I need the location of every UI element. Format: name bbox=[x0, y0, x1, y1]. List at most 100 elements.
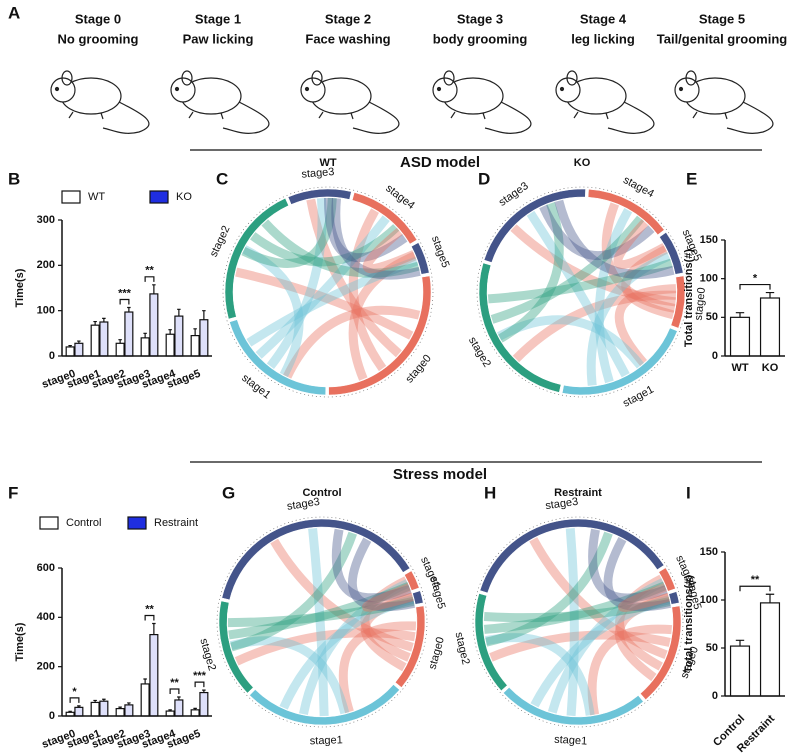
panel-letter: A bbox=[8, 3, 20, 22]
error-bar bbox=[77, 705, 81, 708]
chord-ribbon bbox=[487, 258, 673, 304]
chord-segment-label: stage1 bbox=[621, 384, 656, 410]
chord-segment-label: stage2 bbox=[453, 631, 472, 666]
chord-ribbon bbox=[241, 197, 337, 268]
bar bbox=[165, 333, 175, 357]
chord-segment bbox=[474, 593, 508, 692]
stage-behavior: body grooming bbox=[433, 31, 528, 46]
significance-label: * bbox=[753, 272, 758, 284]
bar bbox=[729, 316, 751, 357]
y-tick-label: 100 bbox=[700, 594, 718, 606]
bar bbox=[65, 346, 75, 357]
chord-segment-label: stage5 bbox=[429, 234, 451, 269]
error-bar bbox=[765, 291, 775, 298]
chord-ribbon bbox=[554, 199, 675, 279]
chord-segment bbox=[411, 242, 430, 275]
bar bbox=[140, 337, 150, 357]
chord-ribbon bbox=[360, 592, 414, 672]
chord-ribbon bbox=[308, 528, 329, 717]
chord-segment-label: stage2 bbox=[197, 637, 218, 672]
significance-label: ** bbox=[751, 574, 760, 586]
chord-ribbon bbox=[255, 215, 390, 359]
chord-ribbon bbox=[360, 576, 411, 662]
error-bar bbox=[735, 639, 745, 647]
stage-behavior: Paw licking bbox=[183, 31, 254, 46]
chord-segment bbox=[218, 600, 254, 694]
chord-ribbon bbox=[230, 531, 358, 652]
mouse-eye bbox=[304, 86, 310, 92]
chord-ribbon bbox=[497, 315, 644, 369]
mouse-eye bbox=[678, 86, 684, 92]
chord-segment bbox=[658, 567, 676, 592]
chord-ribbon bbox=[331, 197, 421, 280]
chord-ribbon bbox=[283, 305, 421, 379]
chord-ring bbox=[222, 186, 434, 398]
mouse-eye bbox=[174, 86, 180, 92]
significance-label: ** bbox=[145, 603, 154, 615]
mouse-ear bbox=[566, 70, 578, 86]
chord-segment-label: stage4 bbox=[621, 174, 656, 200]
legend-label: KO bbox=[176, 191, 192, 203]
error-bar bbox=[143, 678, 147, 684]
chord-ribbon bbox=[299, 579, 410, 716]
panel-letter: I bbox=[686, 483, 691, 502]
chord-title: KO bbox=[574, 157, 591, 169]
y-tick-label: 150 bbox=[700, 546, 718, 558]
mouse-sketch bbox=[50, 70, 150, 134]
chord-segment-label: stage3 bbox=[301, 166, 335, 181]
bar bbox=[124, 704, 134, 717]
bar bbox=[90, 701, 100, 717]
stage-behavior: leg licking bbox=[571, 31, 635, 46]
chord-ribbon bbox=[529, 537, 668, 660]
bar bbox=[199, 319, 209, 357]
bar bbox=[74, 342, 84, 357]
chord-segment-label: stage5 bbox=[428, 575, 448, 610]
error-bar bbox=[202, 310, 206, 320]
chord-segment bbox=[351, 192, 418, 245]
chord-ribbon bbox=[485, 531, 613, 647]
stage-name: Stage 4 bbox=[580, 11, 627, 26]
chord-ribbon bbox=[227, 596, 415, 628]
error-bar bbox=[168, 329, 172, 335]
bar bbox=[124, 311, 134, 357]
y-tick-label: 0 bbox=[49, 710, 55, 722]
bar bbox=[115, 342, 125, 357]
significance-bracket bbox=[194, 681, 205, 688]
bar bbox=[65, 711, 75, 717]
mouse-sketch bbox=[674, 70, 774, 134]
significance-label: ** bbox=[170, 677, 179, 689]
chord-segment bbox=[483, 188, 586, 263]
y-tick-label: 0 bbox=[712, 350, 718, 362]
y-tick-label: 50 bbox=[706, 311, 718, 323]
significance-label: *** bbox=[193, 670, 207, 682]
panel-letter: F bbox=[8, 483, 18, 502]
stage-name: Stage 0 bbox=[75, 11, 121, 26]
chord-ribbon bbox=[588, 528, 668, 603]
chord-ribbon bbox=[586, 251, 671, 386]
bar bbox=[115, 707, 125, 717]
mouse-feet bbox=[692, 111, 728, 120]
chord-ribbon bbox=[621, 245, 675, 320]
stage-name: Stage 2 bbox=[325, 11, 371, 26]
legend-swatch bbox=[39, 516, 59, 530]
chord-ribbon bbox=[617, 583, 670, 612]
chord-segment bbox=[412, 590, 424, 605]
chord-ribbon bbox=[547, 578, 666, 714]
significance-bracket bbox=[739, 283, 771, 290]
panel-letter: H bbox=[484, 483, 496, 502]
x-tick-label: KO bbox=[762, 362, 779, 374]
mouse-feet bbox=[573, 111, 609, 120]
stage-behavior: No grooming bbox=[58, 31, 139, 46]
chord-segment-label: stage3 bbox=[497, 180, 531, 209]
chord-ribbon bbox=[246, 256, 419, 347]
chord-segment bbox=[502, 687, 644, 726]
significance-bracket bbox=[144, 614, 155, 621]
significance-bracket bbox=[69, 697, 80, 703]
chord-segment bbox=[659, 232, 684, 275]
y-tick-label: 300 bbox=[37, 214, 55, 226]
bar bbox=[90, 324, 100, 357]
bar bbox=[140, 683, 150, 717]
chord-segment bbox=[249, 684, 400, 726]
legend-label: Restraint bbox=[154, 517, 198, 529]
panel-letter: E bbox=[686, 169, 697, 188]
